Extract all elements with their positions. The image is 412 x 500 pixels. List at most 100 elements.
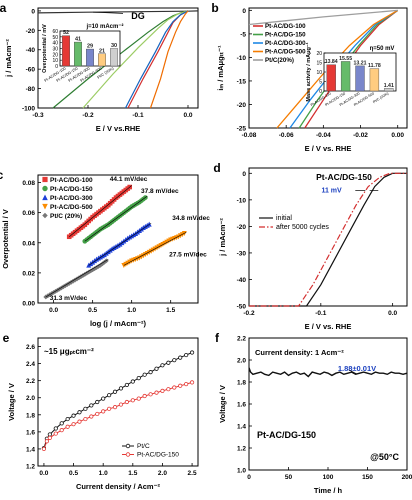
series-line	[43, 352, 193, 449]
y-tick-label: 0.02	[22, 270, 35, 277]
legend-label: Pt-AC/DG-100	[265, 23, 306, 30]
x-tick-label: 100	[323, 474, 334, 481]
data-point	[118, 386, 124, 391]
panel-label: e	[3, 331, 10, 345]
legend: Pt/C Pt-AC/DG-150	[122, 443, 179, 459]
legend: Pt-AC/DG-100 Pt-AC/DG-150 Pt-AC/DG-300 Pt-A…	[42, 176, 93, 220]
legend-label: Pt-AC/DG-300	[265, 40, 306, 47]
plot-frame	[248, 167, 408, 307]
fit-line	[69, 185, 132, 237]
fit-line	[88, 222, 152, 266]
x-tick-label: 0.0	[388, 310, 397, 317]
data-point	[42, 203, 48, 210]
series-points	[41, 380, 195, 452]
x-tick-label: -0.1	[132, 112, 144, 119]
x-tick-label: 1.5	[166, 307, 175, 314]
series-line	[43, 381, 193, 450]
inset-bar	[62, 35, 70, 67]
inset-category-label: Pt/C (20%)	[372, 91, 389, 104]
inset-y-tick-label: 60	[52, 29, 58, 35]
inset-bar-value: 11.78	[368, 63, 381, 69]
inset-bar-value: 1.41	[384, 83, 394, 89]
legend-label: after 5000 cycles	[276, 224, 329, 231]
legend-label: Pt-AC/DG-500	[50, 204, 93, 211]
inset-bar-value: 15.55	[339, 56, 352, 62]
y-tick-label: 2.0	[237, 358, 246, 365]
legend: initial after 5000 cycles	[259, 215, 329, 231]
inset-y-tick-label: 5	[319, 80, 322, 86]
y-tick-label: 0	[242, 171, 246, 178]
series-points	[43, 258, 109, 300]
y-tick-label: 0.04	[22, 240, 35, 247]
x-tick-label: 0.00	[391, 132, 404, 139]
data-point	[125, 443, 131, 449]
current-density-annotation: Current density: 1 Acm⁻²	[255, 348, 344, 357]
shift-annotation: 11 mV	[321, 188, 342, 195]
panel-label: c	[0, 168, 4, 182]
voltage-pointer	[348, 369, 358, 375]
data-point	[71, 413, 76, 418]
inset-bar-value: 30	[111, 43, 117, 49]
panel-label: f	[215, 331, 220, 345]
x-tick-label: -0.1	[315, 310, 327, 317]
x-axis-label: E / V vs.RHE	[96, 124, 141, 133]
data-point	[160, 363, 165, 368]
panel-d: -0.2 -0.1 0.0 0 -10 -20 -30 -40 -50 E / V vs. RHE…	[213, 161, 408, 331]
data-point	[107, 406, 112, 411]
x-tick-label: -0.02	[353, 132, 368, 139]
data-point	[53, 426, 58, 431]
data-point	[136, 396, 141, 401]
x-axis-label: log (j / mAcm⁻²)	[90, 319, 147, 328]
y-tick-label: 1.4	[237, 424, 246, 431]
inset-bar	[340, 61, 351, 92]
y-tick-label: 2.6	[26, 344, 35, 351]
legend-label: Pt/C(20%)	[265, 57, 294, 64]
series-line	[149, 10, 189, 109]
x-tick-label: 2.0	[158, 470, 167, 477]
data-point	[189, 380, 195, 385]
y-tick-label: 1.0	[237, 468, 246, 475]
inset-bar-value: 41	[75, 37, 81, 43]
data-point	[189, 350, 195, 355]
data-point	[184, 381, 189, 387]
y-axis-label: Voltage / V	[218, 385, 227, 423]
inset-y-label: Overpotential / mV	[42, 24, 48, 73]
inset-y-label: Mass activity / mAμg⁻¹	[305, 42, 312, 101]
fit-line	[123, 231, 187, 266]
x-axis-label: Time / h	[314, 486, 343, 495]
plot-frame	[37, 337, 199, 467]
fit-line	[84, 195, 148, 242]
x-tick-label: -0.2	[82, 112, 94, 119]
y-tick-label: -100	[22, 106, 35, 113]
inset-bar	[384, 88, 394, 92]
y-tick-label: -20	[237, 224, 247, 231]
series-line	[124, 10, 189, 109]
inset-bar-value: 21	[99, 48, 105, 54]
inset-y-tick-label: 15	[316, 61, 322, 67]
data-point	[95, 399, 100, 405]
inset-bar-value: 13.21	[354, 60, 367, 66]
inset-bar-value: 13.84	[325, 59, 338, 65]
y-tick-label: 0	[242, 8, 246, 15]
data-point	[154, 390, 159, 395]
y-tick-label: -50	[237, 304, 247, 311]
legend-label: Pt-AC/DG-150	[50, 186, 93, 193]
y-tick-label: 2.4	[26, 361, 35, 368]
inset-y-tick-label: 0	[55, 64, 58, 70]
y-tick-label: -25	[237, 126, 247, 133]
tafel-slope-label: 44.1 mV/dec	[110, 176, 148, 183]
data-point	[83, 406, 88, 411]
legend-label: Pt/C (20%)	[50, 213, 82, 220]
data-point	[112, 405, 118, 410]
data-point	[166, 360, 171, 365]
x-axis-label: Current density / Acm⁻²	[76, 482, 161, 491]
x-tick-label: 1.0	[99, 470, 108, 477]
data-point	[77, 410, 82, 415]
data-point	[142, 372, 147, 377]
data-point	[44, 439, 49, 444]
data-point	[130, 398, 135, 403]
data-point	[142, 393, 147, 399]
data-point	[59, 428, 64, 433]
tafel-slope-label: 37.8 mV/dec	[141, 188, 179, 195]
y-tick-label: 2.2	[237, 336, 246, 343]
